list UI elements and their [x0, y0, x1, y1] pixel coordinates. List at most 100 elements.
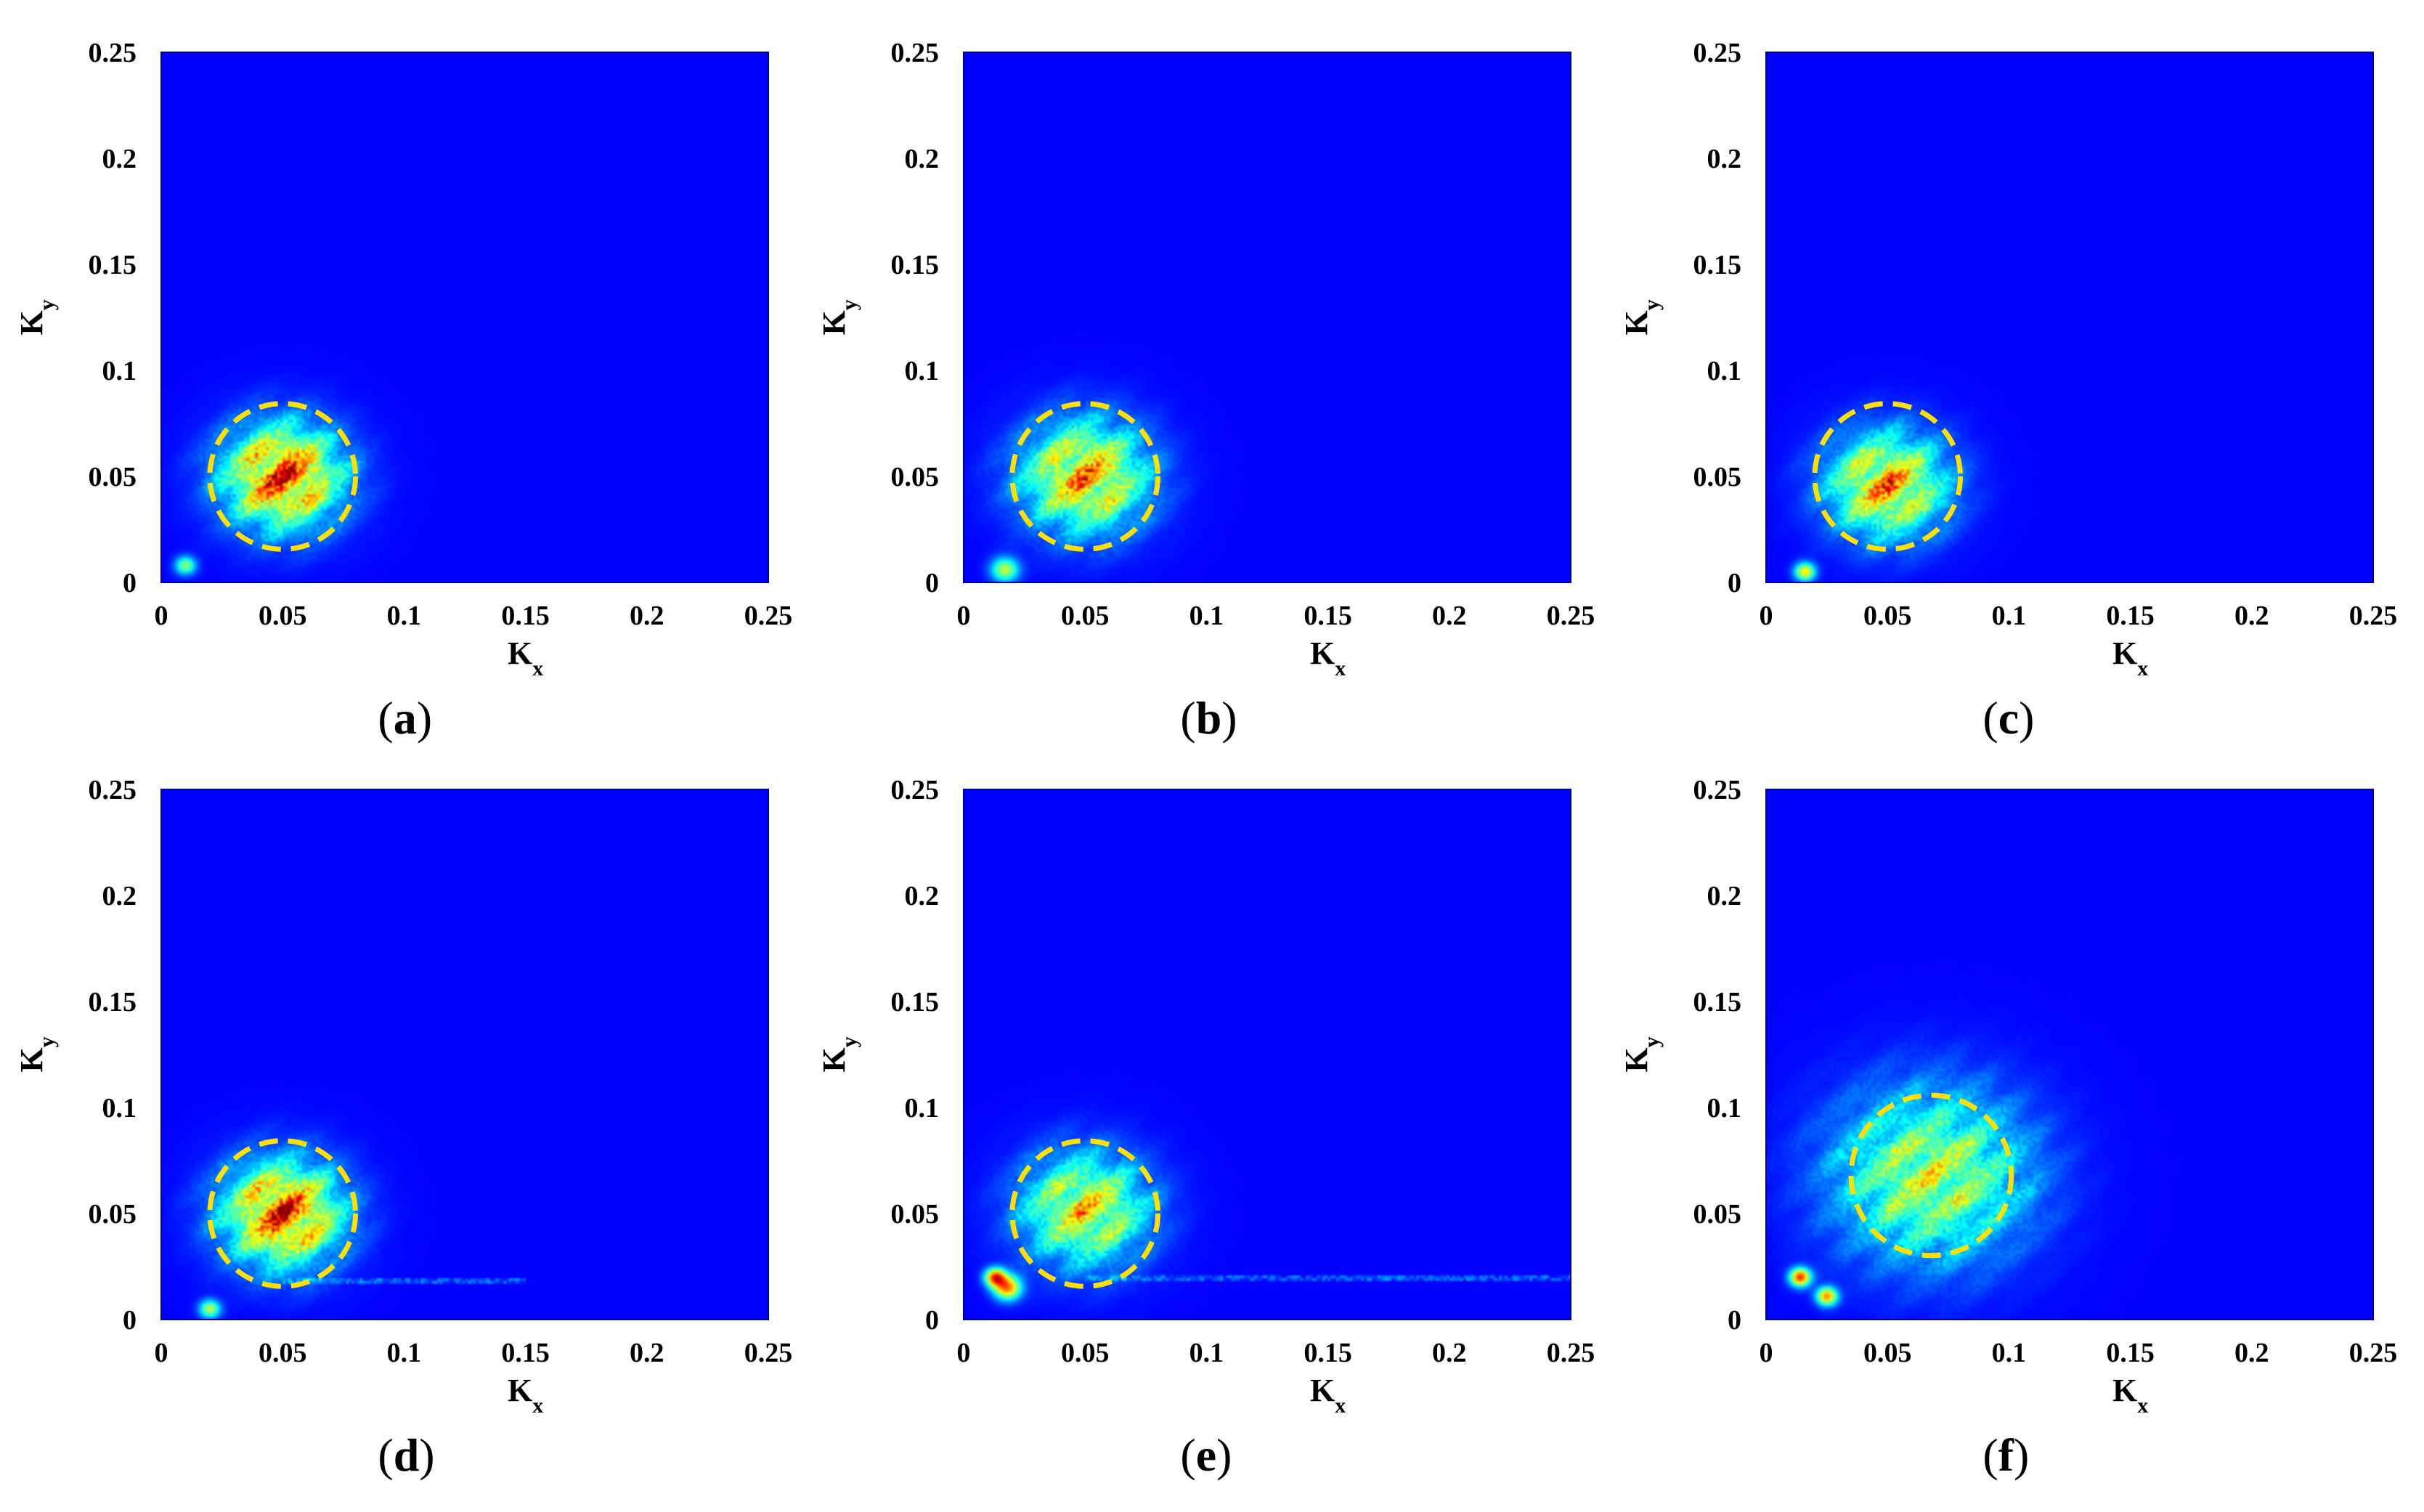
x-tick-label: 0.25: [744, 601, 793, 631]
y-tick-label: 0.1: [905, 356, 940, 386]
y-axis-label: Ky: [1619, 299, 1664, 335]
highlight-circle: [207, 1138, 359, 1289]
y-tick-label: 0: [925, 568, 939, 598]
y-tick-label: 0.2: [905, 144, 940, 174]
y-tick-label: 0: [123, 568, 137, 598]
x-tick-label: 0.05: [1061, 601, 1110, 631]
panel-e: 0 0.05 0.1 0.15 0.2 0.25 0 0.05 0.1 0.15 0.2 0.25 Kx…: [802, 737, 1601, 1481]
y-tick-label: 0.1: [1707, 1093, 1742, 1123]
x-tick-label: 0.1: [1992, 601, 2027, 631]
panel-caption: (f): [1982, 1429, 2030, 1481]
x-tick-label: 0.15: [501, 1338, 550, 1368]
x-tick-label: 0.15: [501, 601, 550, 631]
y-tick-label: 0.25: [1693, 38, 1742, 68]
y-axis-label: Ky: [1619, 1036, 1664, 1072]
x-tick-label: 0.1: [1189, 601, 1224, 631]
heatmap-image: [161, 789, 768, 1320]
y-tick-label: 0.05: [1693, 1199, 1742, 1229]
y-tick-label: 0.25: [891, 775, 940, 805]
x-tick-label: 0.25: [1547, 1338, 1595, 1368]
panel-caption: (c): [1982, 692, 2035, 744]
y-tick-label: 0.25: [1693, 775, 1742, 805]
x-tick-label: 0.15: [1303, 601, 1352, 631]
y-tick-label: 0.1: [102, 356, 137, 386]
y-tick-label: 0.15: [1693, 987, 1742, 1017]
panel-b: 0 0.05 0.1 0.15 0.2 0.25 0 0.05 0.1 0.15 0.2 0.25 Kx…: [802, 0, 1601, 744]
highlight-circle: [1009, 401, 1161, 552]
y-tick-label: 0.1: [102, 1093, 137, 1123]
y-tick-label: 0: [925, 1305, 939, 1336]
x-tick-label: 0.15: [2106, 601, 2155, 631]
x-tick-label: 0.15: [2106, 1338, 2155, 1368]
highlight-circle: [1848, 1092, 2014, 1259]
y-tick-label: 0.05: [1693, 462, 1742, 492]
x-tick-label: 0: [957, 1338, 971, 1368]
x-tick-label: 0.05: [259, 1338, 307, 1368]
x-axis-label: Kx: [2112, 635, 2148, 680]
highlight-circle: [1009, 1138, 1161, 1289]
x-axis-label: Kx: [508, 635, 543, 680]
x-tick-label: 0.05: [1863, 601, 1912, 631]
x-tick-label: 0.2: [2234, 1338, 2269, 1368]
y-tick-label: 0.15: [89, 987, 137, 1017]
chart-svg-d: 0 0.05 0.1 0.15 0.2 0.25 0 0.05 0.1 0.15 0.2 0.25 Kx…: [14, 775, 792, 1418]
x-axis-label: Kx: [508, 1373, 543, 1418]
x-tick-label: 0: [155, 1338, 168, 1368]
y-tick-label: 0.2: [1707, 881, 1742, 911]
x-tick-label: 0.2: [1432, 1338, 1467, 1368]
y-axis-label: Ky: [14, 1036, 59, 1072]
heatmap-image: [964, 52, 1571, 582]
heatmap-image: [1766, 52, 2373, 582]
x-tick-label: 0.25: [2349, 1338, 2398, 1368]
plot-frame: [160, 52, 769, 583]
panel-f: 0 0.05 0.1 0.15 0.2 0.25 0 0.05 0.1 0.15 0.2 0.25 Kx…: [1605, 737, 2404, 1481]
chart-svg-a: 0 0.05 0.1 0.15 0.2 0.25 0 0.05 0.1 0.15 0.2 0.25 Kx…: [14, 38, 793, 680]
panel-caption: (a): [378, 692, 433, 744]
x-axis-label: Kx: [2112, 1373, 2148, 1418]
x-tick-label: 0.25: [2349, 601, 2398, 631]
heatmap-image: [964, 789, 1571, 1320]
x-axis-label: Kx: [1310, 635, 1346, 680]
plot-frame: [1765, 789, 2374, 1320]
y-tick-label: 0.25: [891, 38, 940, 68]
y-tick-label: 0.25: [89, 38, 137, 68]
y-tick-label: 0.25: [89, 775, 137, 805]
x-tick-label: 0.25: [1547, 601, 1595, 631]
chart-svg-f: 0 0.05 0.1 0.15 0.2 0.25 0 0.05 0.1 0.15 0.2 0.25 Kx…: [1619, 775, 2398, 1418]
chart-svg-c: 0 0.05 0.1 0.15 0.2 0.25 0 0.05 0.1 0.15 0.2 0.25 Kx…: [1619, 38, 2398, 680]
panel-a: 0 0.05 0.1 0.15 0.2 0.25 0 0.05 0.1 0.15 0.2 0.25 Kx…: [0, 0, 799, 744]
y-tick-label: 0.2: [1707, 144, 1742, 174]
panel-d: 0 0.05 0.1 0.15 0.2 0.25 0 0.05 0.1 0.15 0.2 0.25 Kx…: [0, 737, 799, 1481]
panel-caption-letter: a: [393, 692, 417, 744]
panel-caption-letter: d: [393, 1429, 420, 1481]
y-axis-label: Ky: [816, 1036, 861, 1072]
x-tick-label: 0.05: [1863, 1338, 1912, 1368]
y-tick-label: 0.05: [89, 1199, 137, 1229]
heatmap-image: [161, 52, 768, 582]
x-tick-label: 0.1: [1189, 1338, 1224, 1368]
panel-c: 0 0.05 0.1 0.15 0.2 0.25 0 0.05 0.1 0.15 0.2 0.25 Kx…: [1605, 0, 2404, 744]
y-tick-label: 0.2: [905, 881, 940, 911]
plot-frame: [963, 789, 1571, 1320]
plot-frame: [963, 52, 1571, 583]
plot-frame: [160, 789, 769, 1320]
x-tick-label: 0.2: [630, 601, 664, 631]
y-tick-label: 0.05: [891, 462, 940, 492]
y-tick-label: 0.05: [891, 1199, 940, 1229]
x-tick-label: 0: [1760, 601, 1773, 631]
x-tick-label: 0.15: [1303, 1338, 1352, 1368]
highlight-circle: [1812, 401, 1964, 552]
x-tick-label: 0.05: [1061, 1338, 1110, 1368]
plot-frame: [1765, 52, 2374, 583]
y-tick-label: 0: [123, 1305, 137, 1336]
y-tick-label: 0.2: [102, 881, 137, 911]
panel-caption: (e): [1180, 1429, 1232, 1481]
panel-caption: (b): [1180, 692, 1237, 744]
y-tick-label: 0.1: [1707, 356, 1742, 386]
y-axis-label: Ky: [816, 299, 861, 335]
x-tick-label: 0.2: [1432, 601, 1467, 631]
heatmap-image: [1766, 789, 2373, 1320]
x-tick-label: 0: [1760, 1338, 1773, 1368]
x-tick-label: 0: [155, 601, 168, 631]
